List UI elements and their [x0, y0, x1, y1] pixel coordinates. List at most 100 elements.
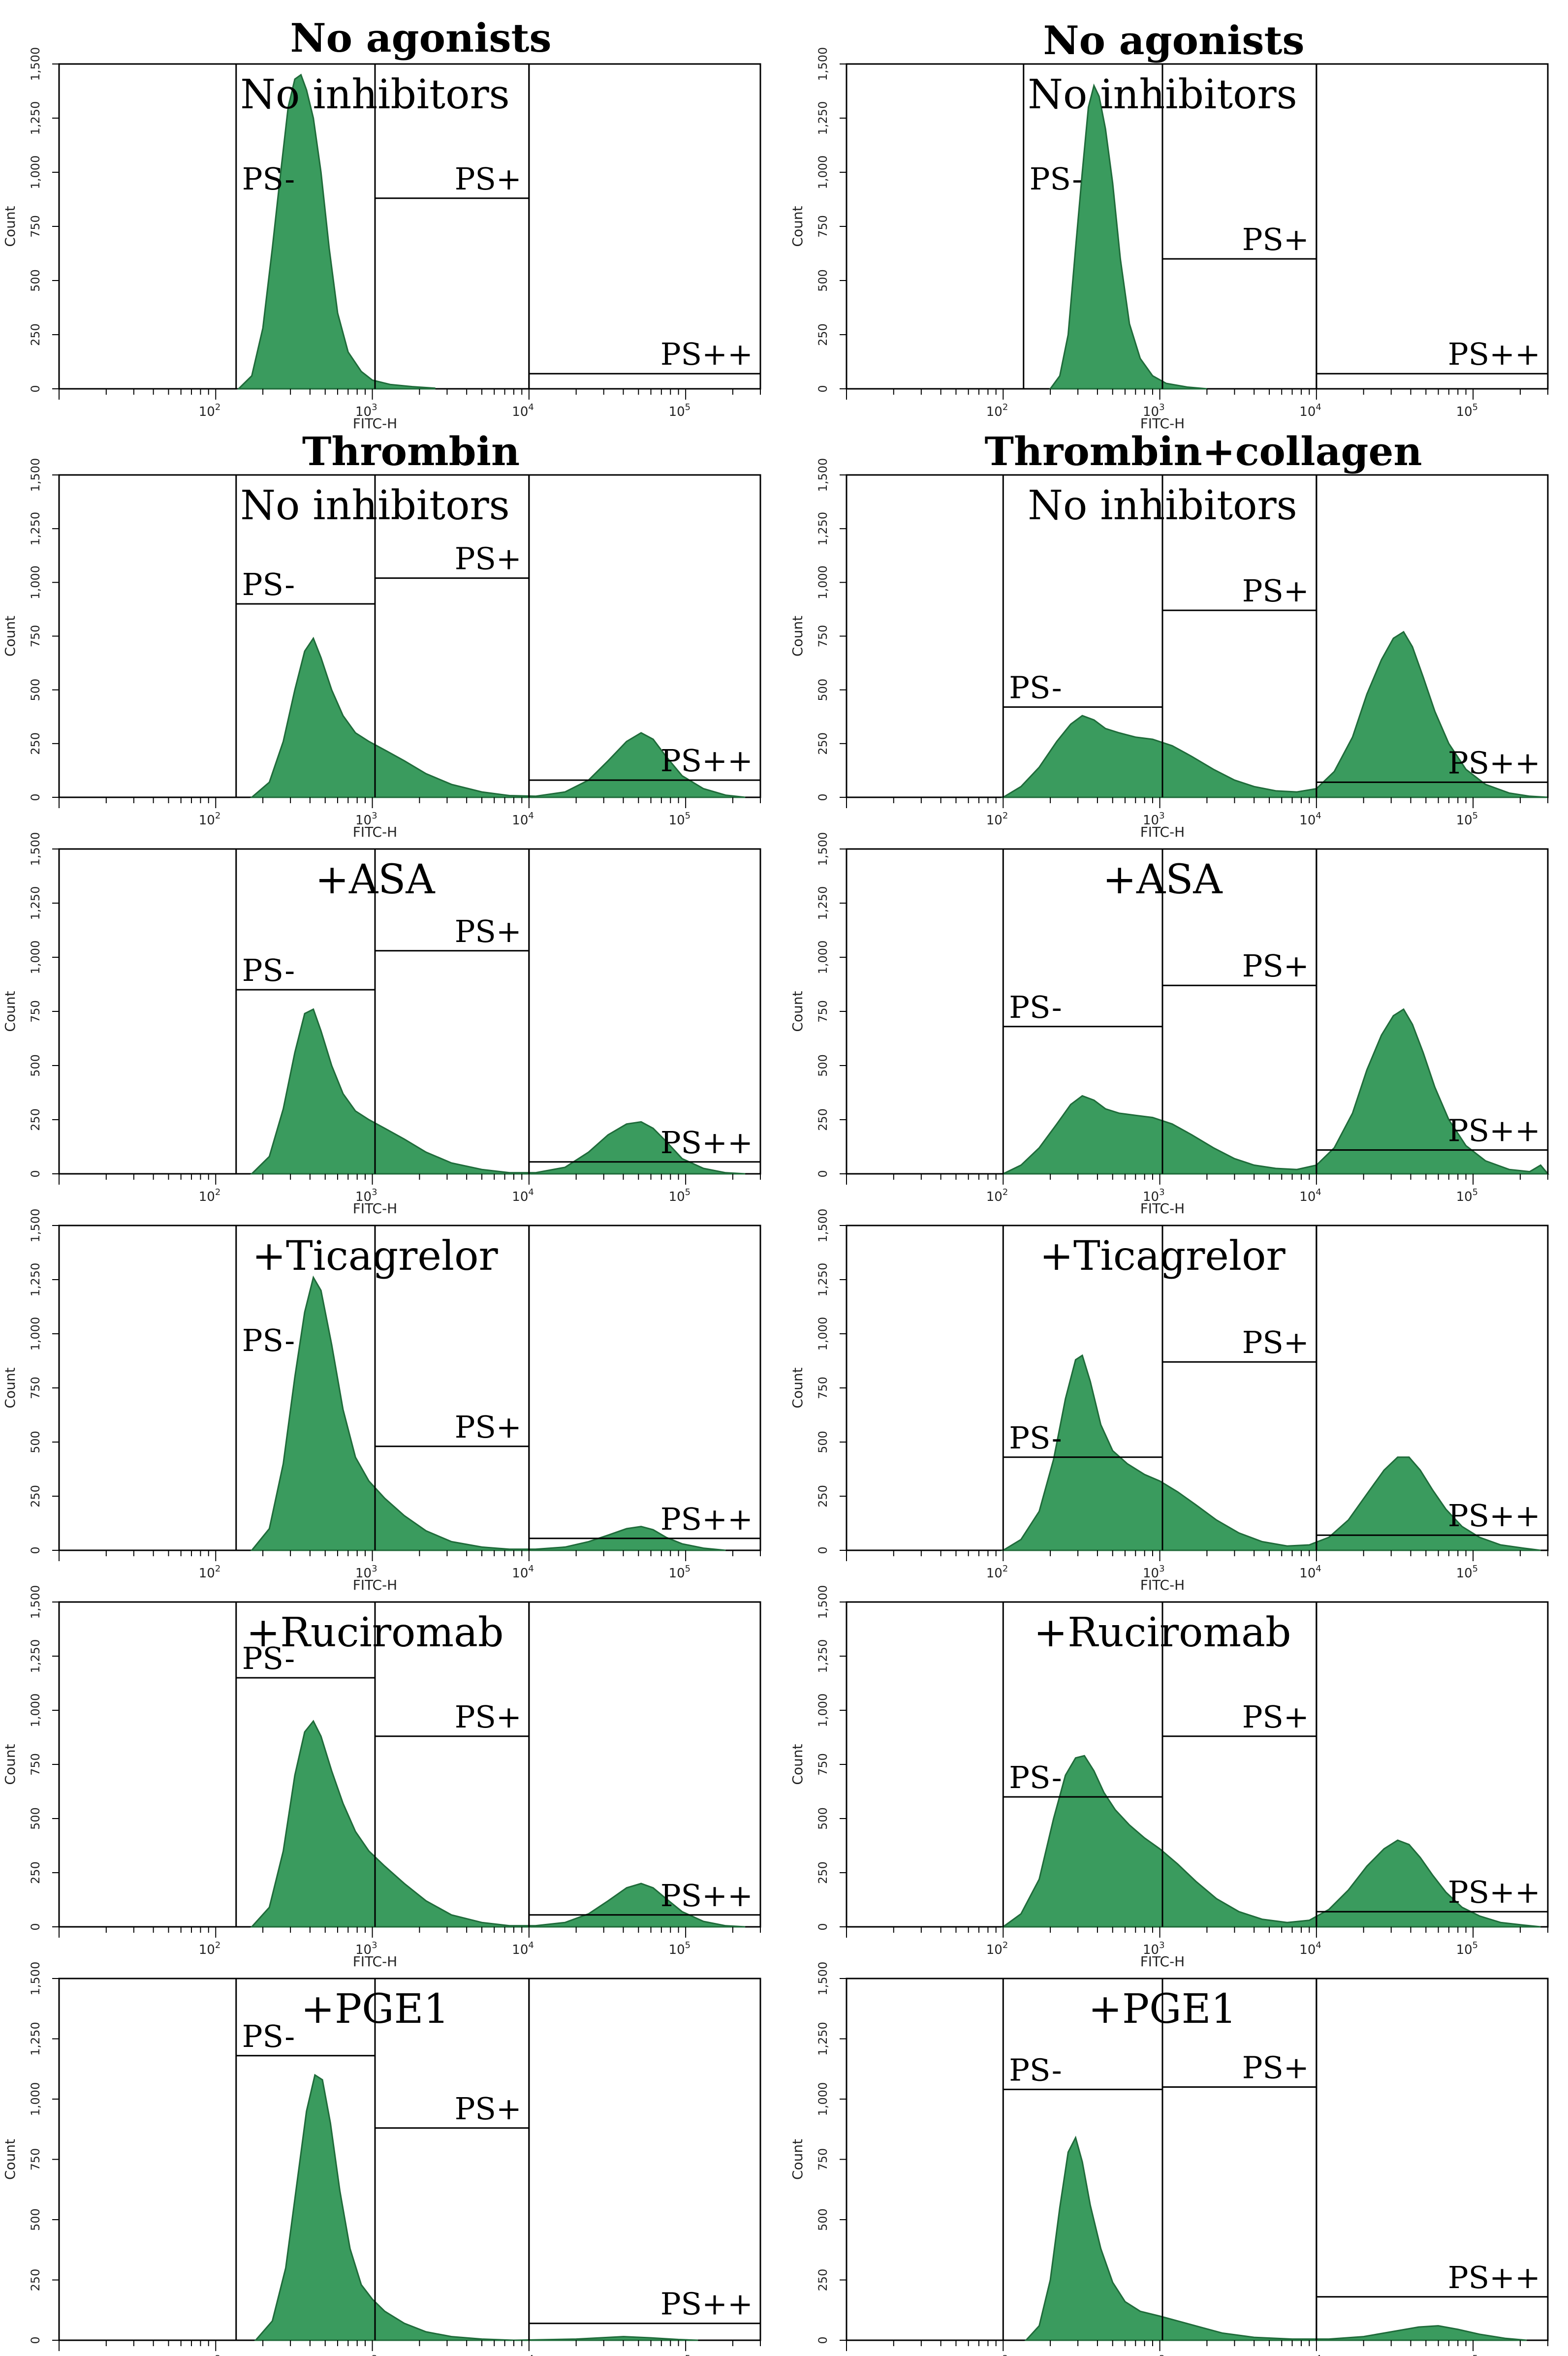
- x-tick-label: 103: [355, 2354, 377, 2356]
- gate-label: PS-: [242, 1640, 295, 1676]
- x-axis-label: FITC-H: [1140, 415, 1185, 432]
- y-tick-label: 250: [816, 1861, 830, 1884]
- gate-label: PS++: [660, 1125, 753, 1161]
- x-tick-label: 103: [355, 1940, 377, 1957]
- y-tick-label: 1,000: [816, 1317, 830, 1351]
- gate-label: PS+: [1242, 221, 1309, 257]
- y-axis-label: Count: [2, 2139, 18, 2180]
- histogram-panel: PS- PS+ PS++ No inhibitors 102 103 104 105 0 250 5…: [789, 458, 1549, 840]
- y-tick-label: 750: [29, 1000, 42, 1023]
- y-tick-label: 0: [29, 2336, 42, 2344]
- panel-heading: +Ticagrelor: [252, 1233, 498, 1280]
- histogram-panels: PS- PS+ PS++ No inhibitors 102 103 104 105 0 250 5…: [2, 47, 1550, 2356]
- histogram-panel: PS- PS+ PS++ +Ticagrelor 102 103 104 105 0 250 500…: [2, 1209, 761, 1593]
- y-tick-label: 500: [29, 2208, 42, 2231]
- x-tick-label: 105: [669, 811, 691, 828]
- x-tick-label: 105: [669, 1940, 691, 1957]
- x-tick-label: 104: [1299, 811, 1321, 828]
- x-axis-label: FITC-H: [353, 824, 398, 840]
- gate-psplus: PS+: [374, 1979, 530, 2340]
- y-tick-label: 500: [29, 1054, 42, 1077]
- gate-label: PS++: [660, 2286, 753, 2322]
- x-tick-label: 105: [1456, 1564, 1478, 1581]
- y-tick-label: 500: [29, 679, 42, 701]
- y-tick-label: 1,000: [29, 565, 42, 599]
- histogram-panel: PS- PS+ PS++ No inhibitors 102 103 104 105 0 250 5…: [2, 458, 761, 840]
- gate-psplusplus: PS++: [528, 1979, 761, 2340]
- y-tick-label: 750: [29, 2148, 42, 2171]
- y-axis-label: Count: [789, 1367, 806, 1408]
- y-tick-label: 1,500: [816, 1209, 830, 1243]
- gate-label: PS-: [242, 1322, 295, 1358]
- y-tick-label: 250: [816, 323, 830, 346]
- y-tick-label: 1,250: [816, 886, 830, 920]
- x-tick-label: 105: [669, 2354, 691, 2356]
- y-tick-label: 1,000: [29, 1694, 42, 1728]
- title-right-thrombin-collagen: Thrombin+collagen: [984, 428, 1422, 474]
- y-tick-label: 250: [29, 323, 42, 346]
- y-axis-label: Count: [789, 1744, 806, 1785]
- y-tick-label: 750: [29, 625, 42, 648]
- histogram-area: [1001, 1755, 1541, 1928]
- panel-heading: +ASA: [1102, 856, 1223, 903]
- histogram-panel: PS- PS+ PS++ +Ruciromab 102 103 104 105 0 250 500 7…: [2, 1585, 761, 1970]
- y-tick-label: 1,000: [29, 941, 42, 974]
- x-axis-label: FITC-H: [1140, 1953, 1185, 1970]
- y-tick-label: 250: [816, 1108, 830, 1131]
- x-tick-label: 103: [355, 402, 377, 419]
- y-tick-label: 250: [29, 1861, 42, 1884]
- x-tick-label: 104: [512, 811, 534, 828]
- x-tick-label: 102: [199, 1564, 221, 1581]
- y-tick-label: 750: [816, 2148, 830, 2171]
- y-tick-label: 1,000: [816, 2082, 830, 2116]
- gate-label: PS+: [455, 1699, 522, 1735]
- title-right-no-agonists: No agonists: [1043, 17, 1304, 63]
- x-tick-label: 103: [1143, 1940, 1165, 1957]
- y-tick-label: 750: [816, 215, 830, 238]
- histogram-area: [237, 73, 436, 390]
- histogram-panel: PS- PS+ PS++ +Ruciromab 102 103 104 105 0 250 500 7…: [789, 1585, 1549, 1970]
- title-left-thrombin: Thrombin: [302, 428, 520, 474]
- histogram-panel: PS- PS+ PS++ +ASA 102 103 104 105 0 250 500 750 1,00…: [789, 832, 1550, 1217]
- panel-heading: +Ruciromab: [246, 1609, 503, 1656]
- y-tick-label: 1,250: [29, 1263, 42, 1297]
- y-tick-label: 1,500: [29, 1209, 42, 1243]
- y-tick-label: 500: [816, 1807, 830, 1830]
- panel-heading: No inhibitors: [240, 482, 510, 529]
- gate-label: PS-: [242, 952, 295, 988]
- y-tick-label: 1,000: [816, 1694, 830, 1728]
- histogram-area: [1000, 630, 1548, 798]
- gate-psplus: PS+: [374, 475, 530, 797]
- gate-label: PS-: [1009, 1759, 1062, 1795]
- histogram-area: [254, 2073, 698, 2341]
- gate-psplusplus: PS++: [1316, 1979, 1549, 2340]
- y-tick-label: 0: [29, 1923, 42, 1930]
- gate-label: PS++: [660, 1501, 753, 1537]
- gate-psplusplus: PS++: [1316, 475, 1549, 797]
- gate-label: PS+: [1242, 1324, 1309, 1360]
- x-tick-label: 104: [1299, 1564, 1321, 1581]
- x-tick-label: 104: [1299, 1940, 1321, 1957]
- gate-label: PS+: [1242, 573, 1309, 609]
- x-tick-label: 102: [986, 402, 1008, 419]
- y-tick-label: 1,000: [816, 941, 830, 974]
- x-tick-label: 105: [669, 1187, 691, 1204]
- gate-label: PS-: [242, 161, 295, 197]
- x-tick-label: 102: [199, 811, 221, 828]
- gate-psplusplus: PS++: [528, 64, 761, 389]
- y-tick-label: 1,000: [29, 156, 42, 189]
- x-tick-label: 103: [1143, 1187, 1165, 1204]
- gate-label: PS++: [1448, 745, 1540, 781]
- x-tick-label: 102: [199, 402, 221, 419]
- gate-label: PS+: [455, 2091, 522, 2127]
- y-tick-label: 0: [816, 385, 830, 392]
- y-tick-label: 1,500: [816, 832, 830, 866]
- x-tick-label: 104: [512, 1564, 534, 1581]
- gate-label: PS-: [242, 566, 295, 602]
- y-tick-label: 1,500: [29, 47, 42, 81]
- y-tick-label: 0: [816, 1546, 830, 1554]
- gate-label: PS++: [1448, 1113, 1540, 1149]
- x-tick-label: 105: [1456, 2354, 1478, 2356]
- x-tick-label: 105: [669, 1564, 691, 1581]
